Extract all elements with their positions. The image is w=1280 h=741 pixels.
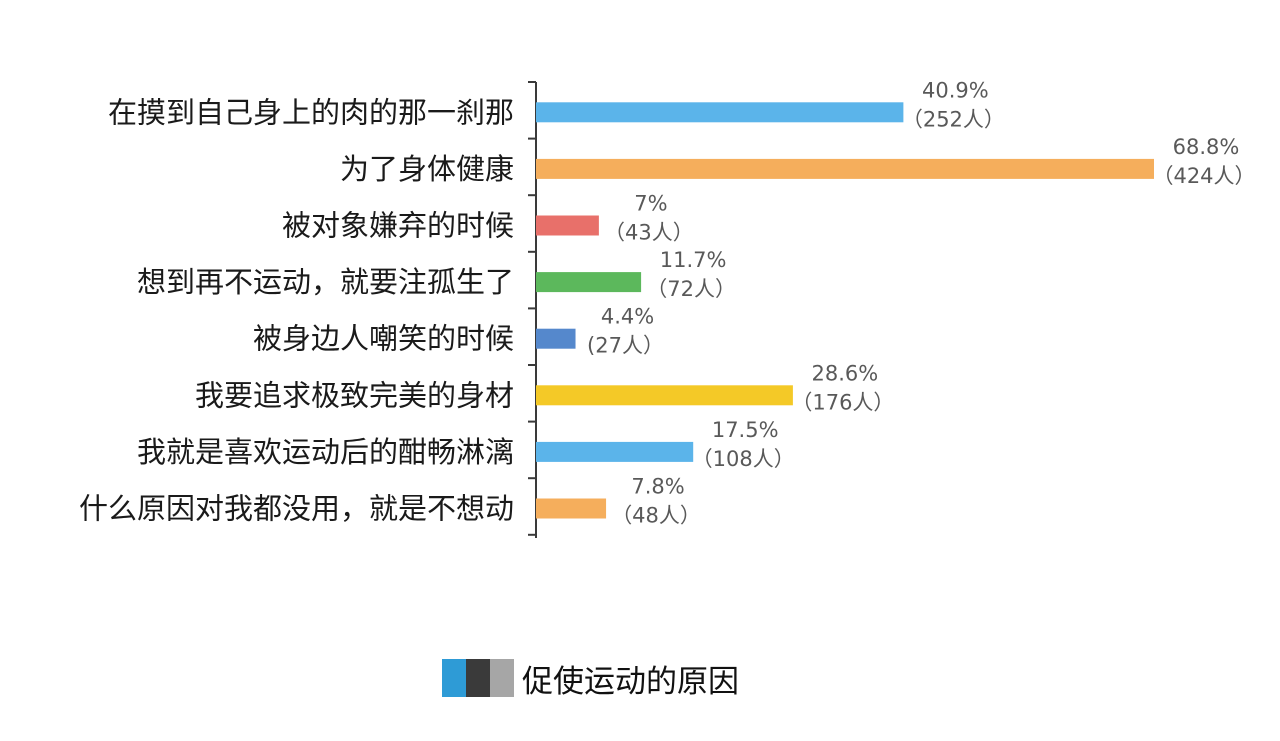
data-label-percent: 17.5% [712, 418, 779, 442]
data-label-count: （108人） [692, 447, 795, 471]
bar [536, 385, 793, 406]
data-label-count: （424人） [1152, 164, 1255, 188]
legend-title: 促使运动的原因 [522, 663, 739, 700]
data-label-percent: 4.4% [601, 305, 654, 329]
data-label-count: (27人） [587, 334, 664, 358]
legend-swatch-dark [466, 659, 490, 697]
data-label-percent: 68.8% [1173, 135, 1240, 159]
data-label-percent: 7% [634, 192, 667, 216]
category-label: 我要追求极致完美的身材 [195, 378, 514, 412]
category-label: 什么原因对我都没用，就是不想动 [79, 492, 514, 526]
bar [536, 498, 607, 519]
legend: 促使运动的原因 [442, 656, 739, 700]
category-label: 想到再不运动，就要注孤生了 [137, 265, 514, 299]
category-label: 被身边人嘲笑的时候 [253, 322, 514, 356]
data-label-count: （252人） [902, 107, 1005, 131]
legend-swatch [442, 659, 514, 697]
data-label-percent: 28.6% [812, 361, 879, 385]
bar [536, 215, 599, 236]
data-label-percent: 11.7% [660, 248, 727, 272]
data-label-count: （43人） [604, 221, 694, 245]
data-label-percent: 40.9% [922, 78, 989, 102]
category-label: 被对象嫌弃的时候 [282, 209, 514, 243]
category-label: 在摸到自己身上的肉的那一刹那 [108, 95, 514, 129]
bar [536, 441, 694, 462]
bar-chart: 在摸到自己身上的肉的那一刹那 40.9% （252人） 为了身体健康 68.8% （424… [79, 78, 1256, 538]
data-label-percent: 7.8% [631, 475, 684, 499]
data-label-count: （72人） [646, 277, 736, 301]
data-label-count: （176人） [791, 390, 894, 414]
legend-swatch-gray [490, 659, 514, 697]
bar [536, 102, 904, 123]
category-label: 我就是喜欢运动后的酣畅淋漓 [137, 435, 514, 469]
bar [536, 272, 642, 293]
data-label-count: （48人） [611, 504, 701, 528]
bar [536, 328, 576, 349]
category-label: 为了身体健康 [340, 152, 514, 186]
bar [536, 158, 1154, 179]
legend-swatch-blue [442, 659, 466, 697]
